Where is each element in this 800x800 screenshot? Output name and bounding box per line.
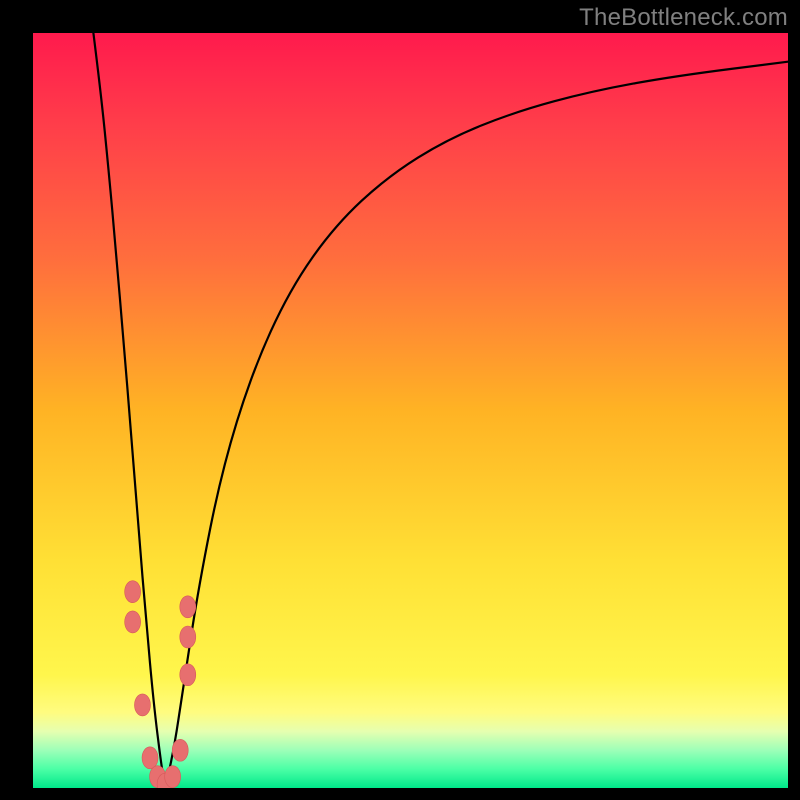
chart-root: TheBottleneck.com [0, 0, 800, 800]
data-marker [142, 747, 158, 769]
data-marker [125, 581, 141, 603]
data-marker [165, 766, 181, 788]
frame-border-left [0, 0, 33, 800]
data-marker [172, 739, 188, 761]
data-marker [180, 664, 196, 686]
data-marker [134, 694, 150, 716]
data-marker [180, 596, 196, 618]
frame-border-bottom [0, 788, 800, 800]
data-marker [180, 626, 196, 648]
data-marker [125, 611, 141, 633]
curve-right [165, 62, 788, 788]
frame-border-right [788, 0, 800, 800]
watermark-text: TheBottleneck.com [579, 4, 788, 32]
curve-left [93, 33, 165, 788]
curve-layer [33, 33, 788, 788]
